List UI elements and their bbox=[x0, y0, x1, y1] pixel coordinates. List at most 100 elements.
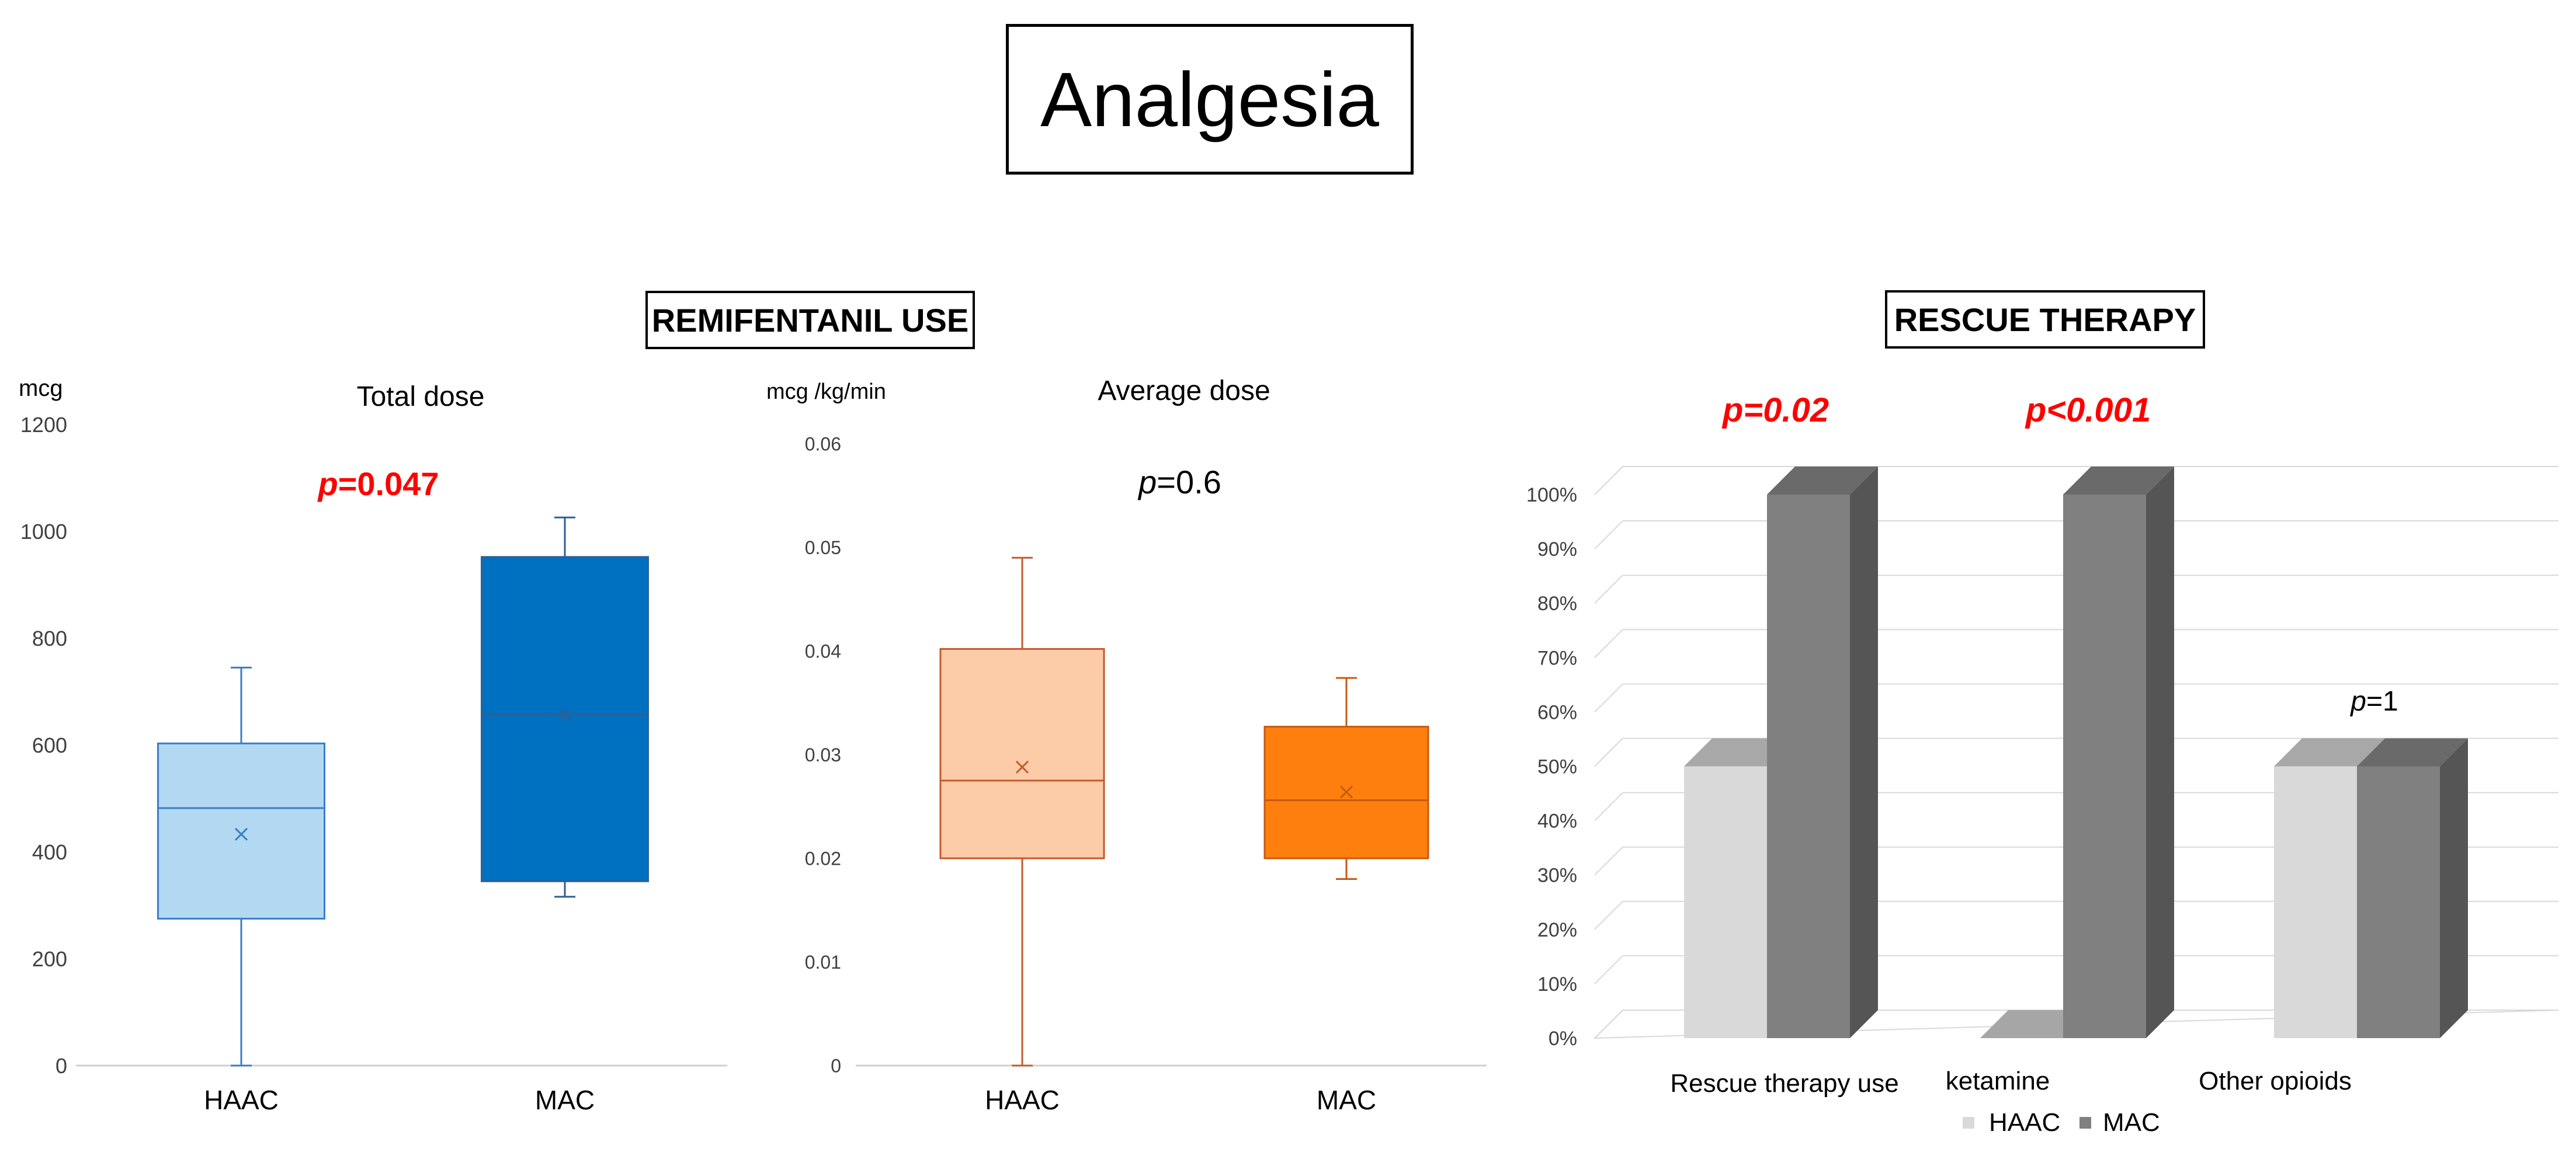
gridline-depth bbox=[1594, 737, 1623, 767]
rescue-p-value-symbol: p bbox=[2349, 686, 2366, 717]
average-dose-ytick-label: 0 bbox=[831, 1056, 841, 1077]
legend: HAAC MAC bbox=[1963, 1108, 2160, 1137]
bar-front-face bbox=[2357, 766, 2440, 1038]
rescue-ytick-label: 70% bbox=[1537, 647, 1577, 669]
average-dose-ytick-label: 0.04 bbox=[805, 641, 841, 662]
rescue-p-value-text: p<0.001 bbox=[2025, 391, 2151, 429]
rescue-ytick-label: 50% bbox=[1537, 756, 1577, 778]
legend-label-mac: MAC bbox=[2103, 1108, 2160, 1137]
total-dose-ytick-label: 1000 bbox=[20, 520, 67, 544]
average-dose-chart-title: Average dose bbox=[1098, 375, 1270, 406]
total-dose-box-mac bbox=[481, 516, 649, 898]
average-dose-ytick-label: 0.06 bbox=[805, 434, 841, 455]
total-dose-ytick-label: 800 bbox=[32, 627, 67, 650]
bar-side-face bbox=[2440, 738, 2468, 1038]
rescue-ytick-label: 60% bbox=[1537, 701, 1577, 723]
average-dose-p-value: p=0.6 bbox=[1137, 464, 1221, 500]
gridline-depth bbox=[1594, 629, 1623, 659]
rescue-p-value: p=0.02 bbox=[1721, 391, 1829, 429]
gridline-depth bbox=[1594, 901, 1623, 930]
average-dose-ytick-label: 0.01 bbox=[805, 952, 841, 973]
gridline-depth bbox=[1594, 1010, 1623, 1039]
rescue-ytick-label: 100% bbox=[1526, 484, 1577, 506]
total-dose-category-label: HAAC bbox=[204, 1085, 279, 1115]
bar-top-face bbox=[1767, 467, 1878, 495]
bar-mac bbox=[1767, 467, 1878, 1038]
rescue-p-value-text: p=0.02 bbox=[1721, 391, 1829, 429]
average-dose-p-value-text: =0.6 bbox=[1157, 464, 1221, 500]
rescue-category-label: Rescue therapy use bbox=[1670, 1069, 1898, 1098]
gridline-depth bbox=[1594, 466, 1623, 495]
bar-front-face bbox=[1684, 766, 1767, 1038]
bar-front-face bbox=[2274, 766, 2357, 1038]
gridline-depth bbox=[1594, 792, 1623, 822]
bar-front-face bbox=[1767, 495, 1850, 1038]
section-label-remifentanil: REMIFENTANIL USE bbox=[645, 291, 975, 349]
legend-swatch-mac bbox=[2079, 1117, 2091, 1129]
average-dose-ytick-label: 0.03 bbox=[805, 744, 841, 765]
average-dose-box-haac bbox=[939, 556, 1105, 1067]
mean-marker bbox=[558, 708, 572, 721]
mean-marker-stroke bbox=[1015, 760, 1029, 774]
interquartile-box bbox=[481, 556, 649, 882]
rescue-p-value: p<0.001 bbox=[2025, 391, 2151, 429]
legend-swatch-haac bbox=[1963, 1117, 1974, 1129]
total-dose-ytick-label: 200 bbox=[32, 947, 67, 971]
rescue-ytick-label: 40% bbox=[1537, 810, 1577, 833]
total-dose-ytick-label: 600 bbox=[32, 733, 67, 757]
interquartile-box bbox=[939, 648, 1105, 859]
rescue-ytick-label: 0% bbox=[1549, 1028, 1577, 1050]
rescue-ytick-label: 10% bbox=[1537, 973, 1577, 996]
gridline-depth bbox=[1594, 520, 1623, 549]
rescue-p-value: p=1 bbox=[2349, 686, 2398, 717]
bar-top-face bbox=[2274, 738, 2385, 767]
total-dose-ytick-label: 0 bbox=[55, 1054, 67, 1078]
section-label-rescue: RESCUE THERAPY bbox=[1885, 290, 2205, 349]
average-dose-category-label: HAAC bbox=[985, 1085, 1060, 1115]
gridline-depth bbox=[1594, 846, 1623, 876]
total-dose-p-value: p=0.047 bbox=[317, 465, 439, 502]
average-dose-ytick-label: 0.05 bbox=[805, 537, 841, 558]
bar-front-face bbox=[2063, 495, 2146, 1038]
mean-marker-stroke bbox=[558, 708, 572, 721]
average-dose-category-label: MAC bbox=[1317, 1085, 1376, 1115]
rescue-ytick-label: 30% bbox=[1537, 865, 1577, 887]
rescue-p-value-text: =1 bbox=[2366, 686, 2398, 717]
total-dose-category-label: MAC bbox=[535, 1085, 595, 1115]
gridline-depth bbox=[1594, 683, 1623, 713]
bar-mac bbox=[2357, 738, 2468, 1038]
mean-marker bbox=[234, 827, 248, 841]
total-dose-ytick-label: 400 bbox=[32, 840, 67, 864]
bar-mac bbox=[2063, 467, 2174, 1038]
legend-label-haac: HAAC bbox=[1989, 1108, 2060, 1137]
total-dose-chart: 0 200 400 600 800 1000 1200 mcg Total dose p=0.04… bbox=[19, 375, 727, 1115]
average-dose-box-mac bbox=[1263, 677, 1429, 880]
mean-marker bbox=[1015, 760, 1029, 774]
rescue-category-label: Other opioids bbox=[2199, 1067, 2352, 1095]
rescue-ytick-label: 80% bbox=[1537, 593, 1577, 615]
total-dose-y-axis-label: mcg bbox=[19, 375, 63, 401]
mean-marker-stroke bbox=[1339, 785, 1353, 799]
gridline-depth bbox=[1594, 955, 1623, 984]
bar-top-face bbox=[2357, 738, 2468, 767]
average-dose-chart: 0 0.01 0.02 0.03 0.04 0.05 0.06 mcg /kg/min Aver… bbox=[766, 375, 1487, 1115]
average-dose-ytick-label: 0.02 bbox=[805, 848, 841, 869]
total-dose-box-haac bbox=[157, 666, 325, 1067]
total-dose-p-value-text: =0.047 bbox=[338, 465, 439, 502]
gridline-depth bbox=[1594, 575, 1623, 604]
rescue-ytick-label: 20% bbox=[1537, 919, 1577, 941]
average-dose-p-value-symbol: p bbox=[1137, 464, 1157, 500]
mean-marker-stroke bbox=[234, 827, 248, 841]
total-dose-p-value-symbol: p bbox=[317, 465, 338, 502]
bar-side-face bbox=[2146, 467, 2174, 1038]
total-dose-ytick-label: 1200 bbox=[20, 413, 67, 437]
rescue-therapy-chart: 0% 10% 20% 30% 40% 50% 60% 70% 80% 90% 100% Rescue … bbox=[1526, 391, 2559, 1137]
total-dose-chart-title: Total dose bbox=[357, 381, 485, 412]
rescue-category-label: ketamine bbox=[1946, 1067, 2050, 1095]
interquartile-box bbox=[157, 742, 325, 920]
mean-marker bbox=[1339, 785, 1353, 799]
rescue-ytick-label: 90% bbox=[1537, 538, 1577, 561]
bar-side-face bbox=[1850, 467, 1878, 1038]
figure-title: Analgesia bbox=[1006, 24, 1414, 175]
